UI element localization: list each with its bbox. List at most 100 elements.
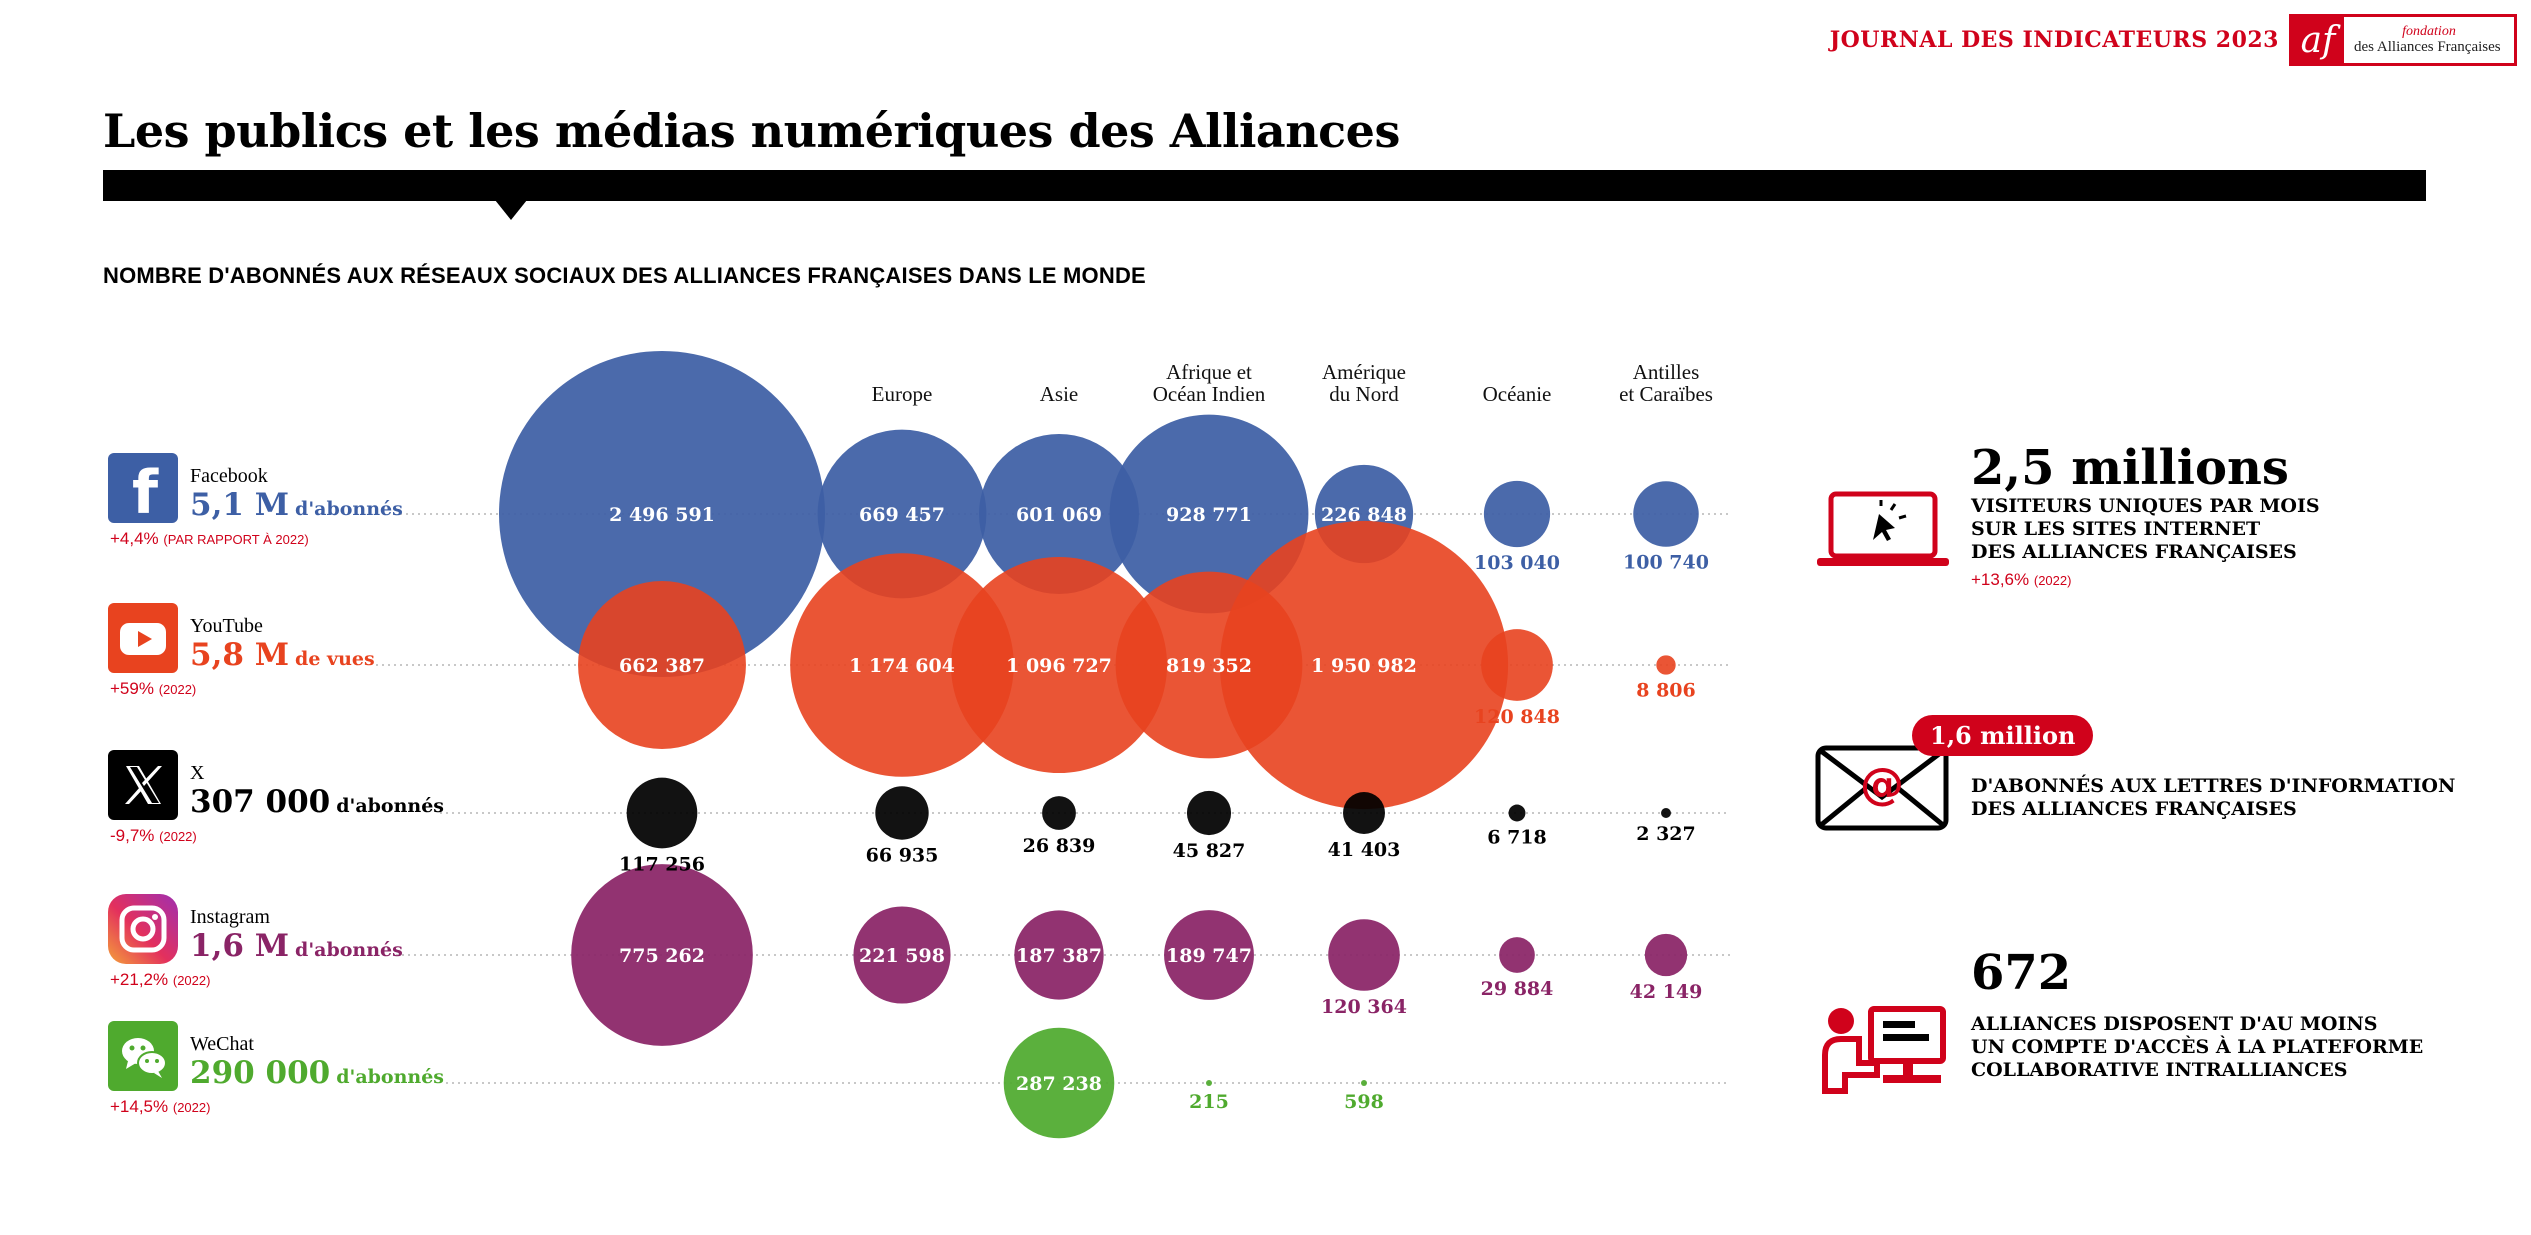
category-label: Europe [872, 382, 933, 406]
facebook-icon: f [108, 453, 178, 523]
stat-line: DES ALLIANCES FRANÇAISES [1971, 798, 2297, 820]
platform-growth: -9,7% [110, 826, 155, 845]
bubble-value-label: 29 884 [1481, 978, 1554, 1000]
platform-name: WeChat [190, 1033, 254, 1055]
bubble-value-label: 120 364 [1321, 996, 1407, 1018]
bubble-youtube [790, 553, 1014, 777]
stat-line: DES ALLIANCES FRANÇAISES [1971, 541, 2297, 563]
bubble-value-label: 117 256 [619, 853, 705, 875]
stat-line: VISITEURS UNIQUES PAR MOIS [1971, 495, 2320, 517]
user-computer-icon [1822, 1006, 1946, 1094]
platform-growth-note: (2022) [159, 829, 197, 844]
bubble-instagram [1164, 910, 1254, 1000]
platform-name: Instagram [190, 906, 270, 928]
bubble-youtube [1481, 629, 1553, 701]
platform-unit: d'abonnés [295, 939, 403, 961]
stat-line: D'ABONNÉS AUX LETTRES D'INFORMATION [1971, 775, 2456, 797]
bubble-value-label: 6 718 [1487, 826, 1547, 848]
fondation-logo: af fondation des Alliances Françaises [2289, 14, 2517, 66]
af-logo-mark: af [2292, 17, 2344, 63]
platform-growth-note: (PAR RAPPORT À 2022) [163, 532, 309, 547]
stat-growth: +13,6% [1971, 570, 2030, 589]
bubble-facebook [1483, 480, 1551, 548]
category-label: Amérique du Nord [1322, 360, 1406, 406]
platform-growth: +14,5% [110, 1097, 169, 1116]
logo-line1: fondation [2402, 24, 2456, 40]
laptop-click-icon [1817, 491, 1949, 566]
bubble-x [1508, 804, 1526, 822]
stat-line: COLLABORATIVE INTRALLIANCES [1971, 1059, 2348, 1081]
bubble-instagram [1328, 919, 1400, 991]
bubble-value-label: 819 352 [1166, 655, 1252, 677]
bubble-youtube [950, 556, 1168, 774]
bubble-instagram [1499, 937, 1535, 973]
bubble-value-label: 66 935 [866, 845, 939, 867]
youtube-icon [108, 603, 178, 673]
x-icon [108, 750, 178, 820]
bubble-value-label: 287 238 [1016, 1073, 1102, 1095]
bubble-instagram [853, 906, 951, 1004]
bubble-value-label: 100 740 [1623, 552, 1709, 574]
bubble-x [875, 786, 929, 840]
bubble-facebook [499, 351, 825, 677]
bubble-value-label: 2 496 591 [609, 504, 715, 526]
bubble-value-label: 8 806 [1636, 680, 1696, 702]
category-label: Afrique et Océan Indien [1153, 360, 1266, 406]
platform-growth: +4,4% [110, 529, 159, 548]
bubble-value-label: 42 149 [1630, 981, 1703, 1003]
bubble-value-label: 226 848 [1321, 504, 1407, 526]
platform-unit: d'abonnés [336, 1066, 445, 1088]
chart-subtitle: NOMBRE D'ABONNÉS AUX RÉSEAUX SOCIAUX DES… [103, 263, 1146, 288]
instagram-icon [108, 894, 178, 964]
bubble-youtube [578, 581, 746, 749]
bubble-youtube [1656, 655, 1676, 675]
bubble-instagram [1644, 933, 1688, 977]
platform-growth-note: (2022) [172, 1100, 211, 1115]
platform-unit: de vues [295, 648, 375, 670]
logo-line2: des Alliances Françaises [2354, 39, 2501, 56]
bubble-youtube [1219, 520, 1509, 810]
bubble-value-label: 775 262 [619, 945, 705, 967]
platform-growth: +59% [110, 679, 154, 698]
bubble-value-label: 1 174 604 [849, 655, 955, 677]
bubble-facebook [817, 429, 987, 599]
bubble-value-label: 1 096 727 [1006, 655, 1112, 677]
page-title: Les publics et les médias numériques des… [103, 104, 1400, 158]
platform-name: X [190, 762, 205, 784]
bubble-value-label: 669 457 [859, 504, 945, 526]
stat-line: UN COMPTE D'ACCÈS À LA PLATEFORME [1971, 1036, 2424, 1058]
stat-big-number: 672 [1971, 945, 2072, 1001]
title-bar-notch [495, 200, 527, 220]
bubble-value-label: 598 [1344, 1091, 1384, 1113]
platform-growth-note: (2022) [158, 682, 197, 697]
title-divider-bar [103, 170, 2426, 201]
newsletter-subscribers-pill: 1,6 million [1912, 715, 2094, 756]
platform-total: 1,6 M [190, 928, 290, 964]
stat-line: SUR LES SITES INTERNET [1971, 518, 2261, 540]
bubble-value-label: 2 327 [1636, 823, 1696, 845]
bubble-value-label: 41 403 [1328, 839, 1401, 861]
platform-total: 307 000 [190, 784, 331, 820]
bubble-value-label: 187 387 [1016, 945, 1102, 967]
bubble-value-label: 662 387 [619, 655, 705, 677]
bubble-instagram [571, 864, 753, 1046]
bubble-value-label: 221 598 [859, 945, 945, 967]
bubble-value-label: 103 040 [1474, 552, 1560, 574]
category-label: Océanie [1483, 382, 1552, 406]
platform-growth-note: (2022) [172, 973, 211, 988]
bubble-facebook [1633, 481, 1699, 547]
bubble-x [1343, 792, 1385, 834]
bubble-x [1042, 796, 1076, 830]
platform-unit: d'abonnés [295, 498, 403, 520]
bubble-value-label: 45 827 [1173, 840, 1246, 862]
bubble-x [1186, 790, 1232, 836]
bubble-instagram [1014, 910, 1104, 1000]
platform-total: 5,1 M [190, 487, 290, 523]
svg-text:@: @ [1860, 759, 1904, 810]
bubble-value-label: 215 [1189, 1091, 1229, 1113]
bubble-x [1661, 808, 1671, 818]
stat-growth-note: (2022) [2033, 573, 2072, 588]
svg-text:f: f [132, 458, 159, 523]
bubble-value-label: 601 069 [1016, 504, 1102, 526]
bubble-x [626, 777, 698, 849]
